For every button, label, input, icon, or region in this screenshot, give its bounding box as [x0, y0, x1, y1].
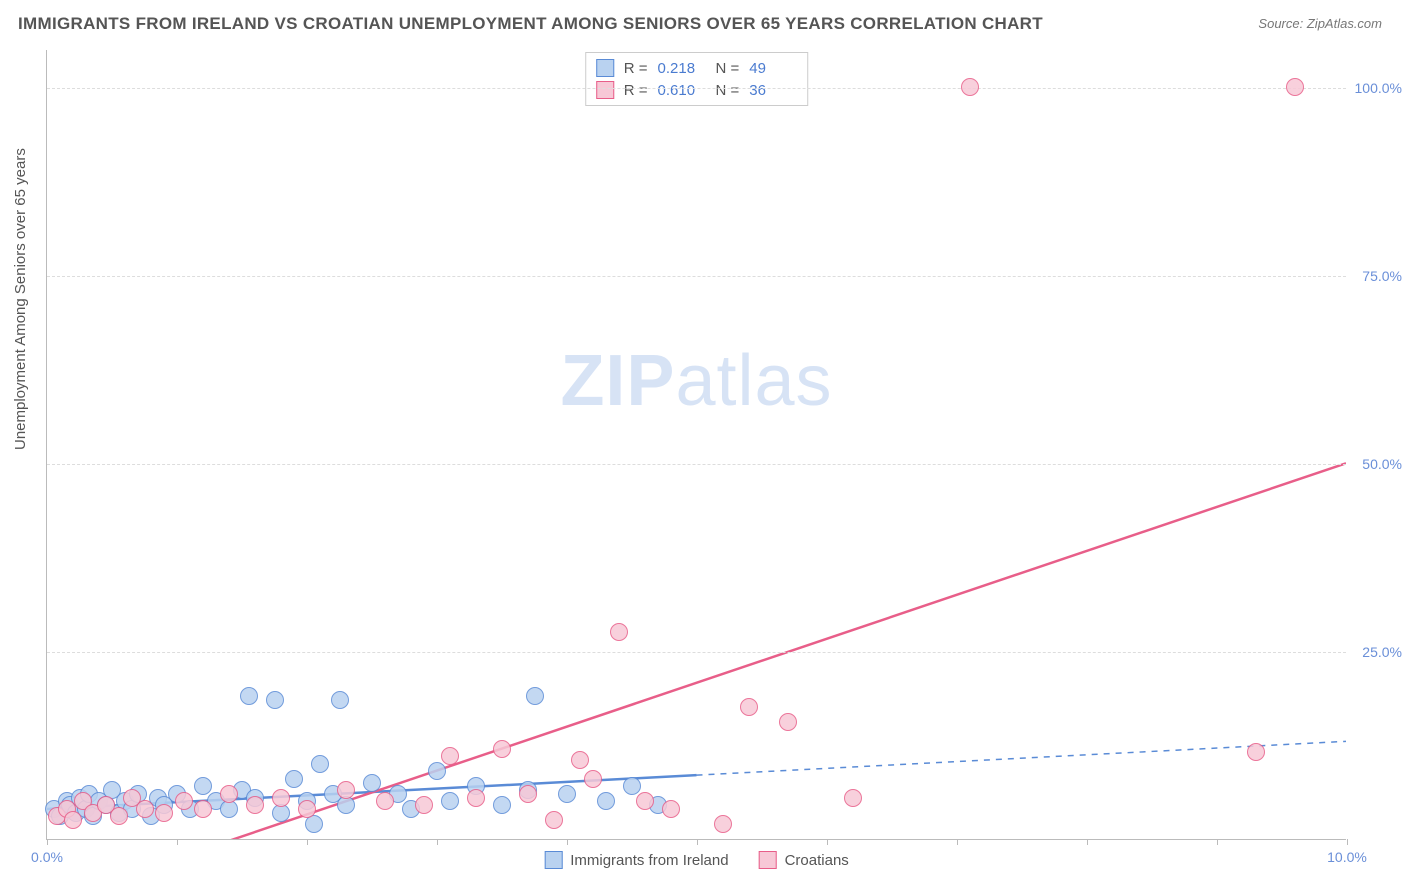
watermark-bold: ZIP: [560, 341, 675, 421]
data-point-croatians: [441, 747, 459, 765]
data-point-ireland: [240, 687, 258, 705]
x-tick-label: 0.0%: [31, 849, 63, 865]
data-point-croatians: [1286, 78, 1304, 96]
data-point-croatians: [779, 713, 797, 731]
data-point-ireland: [597, 792, 615, 810]
source-attribution: Source: ZipAtlas.com: [1258, 16, 1382, 31]
data-point-croatians: [740, 698, 758, 716]
x-tick: [697, 839, 698, 845]
data-point-croatians: [519, 785, 537, 803]
data-point-croatians: [571, 751, 589, 769]
y-tick-label: 50.0%: [1362, 456, 1402, 472]
data-point-ireland: [311, 755, 329, 773]
source-label: Source:: [1258, 16, 1303, 31]
data-point-ireland: [363, 774, 381, 792]
data-point-ireland: [441, 792, 459, 810]
x-tick-label: 10.0%: [1327, 849, 1367, 865]
data-point-croatians: [467, 789, 485, 807]
data-point-croatians: [110, 807, 128, 825]
stats-row-croatians: R = 0.610 N = 36: [596, 79, 798, 101]
gridline: [47, 276, 1346, 277]
data-point-croatians: [298, 800, 316, 818]
r-label: R =: [624, 60, 648, 77]
data-point-croatians: [246, 796, 264, 814]
data-point-ireland: [623, 777, 641, 795]
data-point-croatians: [175, 792, 193, 810]
data-point-croatians: [714, 815, 732, 833]
swatch-ireland: [596, 59, 614, 77]
n-label: N =: [716, 60, 740, 77]
source-value: ZipAtlas.com: [1307, 16, 1382, 31]
swatch-croatians: [759, 851, 777, 869]
data-point-croatians: [220, 785, 238, 803]
n-value: 36: [749, 82, 797, 99]
y-axis-label: Unemployment Among Seniors over 65 years: [12, 148, 29, 450]
legend-label: Immigrants from Ireland: [570, 852, 728, 869]
gridline: [47, 88, 1346, 89]
data-point-croatians: [415, 796, 433, 814]
data-point-croatians: [636, 792, 654, 810]
data-point-ireland: [558, 785, 576, 803]
x-tick: [47, 839, 48, 845]
correlation-stats-box: R = 0.218 N = 49 R = 0.610 N = 36: [585, 52, 809, 106]
data-point-ireland: [266, 691, 284, 709]
x-tick: [1087, 839, 1088, 845]
x-tick: [437, 839, 438, 845]
stats-row-ireland: R = 0.218 N = 49: [596, 57, 798, 79]
watermark: ZIPatlas: [560, 340, 832, 422]
series-legend: Immigrants from Ireland Croatians: [544, 851, 849, 869]
y-tick-label: 100.0%: [1355, 80, 1402, 96]
data-point-ireland: [194, 777, 212, 795]
gridline: [47, 464, 1346, 465]
r-value: 0.610: [658, 82, 706, 99]
data-point-ireland: [285, 770, 303, 788]
data-point-ireland: [428, 762, 446, 780]
data-point-croatians: [376, 792, 394, 810]
data-point-croatians: [194, 800, 212, 818]
x-tick: [1217, 839, 1218, 845]
n-label: N =: [716, 82, 740, 99]
data-point-ireland: [526, 687, 544, 705]
data-point-croatians: [155, 804, 173, 822]
trendlines-svg: [47, 50, 1346, 839]
gridline: [47, 652, 1346, 653]
watermark-light: atlas: [675, 341, 832, 421]
legend-label: Croatians: [785, 852, 849, 869]
x-tick: [307, 839, 308, 845]
x-tick: [1347, 839, 1348, 845]
swatch-croatians: [596, 81, 614, 99]
x-tick: [957, 839, 958, 845]
data-point-croatians: [1247, 743, 1265, 761]
data-point-croatians: [272, 789, 290, 807]
data-point-croatians: [493, 740, 511, 758]
data-point-croatians: [584, 770, 602, 788]
r-label: R =: [624, 82, 648, 99]
data-point-croatians: [610, 623, 628, 641]
data-point-croatians: [64, 811, 82, 829]
swatch-ireland: [544, 851, 562, 869]
y-tick-label: 25.0%: [1362, 644, 1402, 660]
n-value: 49: [749, 60, 797, 77]
chart-title: IMMIGRANTS FROM IRELAND VS CROATIAN UNEM…: [18, 14, 1043, 34]
x-tick: [827, 839, 828, 845]
data-point-croatians: [844, 789, 862, 807]
data-point-croatians: [136, 800, 154, 818]
legend-item-croatians: Croatians: [759, 851, 849, 869]
y-tick-label: 75.0%: [1362, 268, 1402, 284]
plot-area: ZIPatlas R =0.218N =49R =0.610N =36 Immi…: [46, 50, 1346, 840]
r-value: 0.218: [658, 60, 706, 77]
x-tick: [567, 839, 568, 845]
data-point-croatians: [662, 800, 680, 818]
legend-item-ireland: Immigrants from Ireland: [544, 851, 728, 869]
data-point-croatians: [961, 78, 979, 96]
data-point-ireland: [331, 691, 349, 709]
data-point-croatians: [545, 811, 563, 829]
data-point-ireland: [493, 796, 511, 814]
data-point-croatians: [337, 781, 355, 799]
x-tick: [177, 839, 178, 845]
